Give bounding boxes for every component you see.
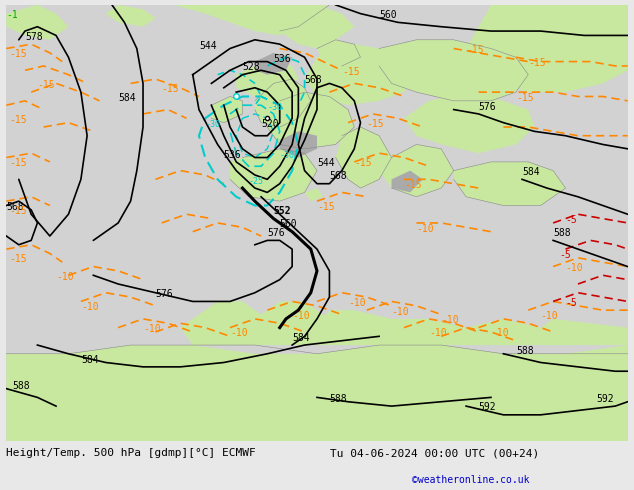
Text: -15: -15 bbox=[516, 93, 533, 103]
Text: -10: -10 bbox=[392, 307, 409, 317]
Text: 588: 588 bbox=[553, 228, 571, 238]
Text: ©weatheronline.co.uk: ©weatheronline.co.uk bbox=[412, 475, 529, 485]
Text: -5: -5 bbox=[566, 298, 578, 308]
Polygon shape bbox=[454, 319, 541, 345]
Text: 588: 588 bbox=[13, 381, 30, 391]
Text: -15: -15 bbox=[10, 254, 27, 264]
Text: 592: 592 bbox=[597, 394, 614, 404]
Polygon shape bbox=[317, 310, 392, 345]
Polygon shape bbox=[180, 301, 268, 345]
Polygon shape bbox=[255, 301, 330, 345]
Text: 560: 560 bbox=[280, 220, 297, 229]
Text: -10: -10 bbox=[56, 271, 74, 282]
Text: -10: -10 bbox=[230, 328, 248, 338]
Polygon shape bbox=[379, 145, 454, 197]
Text: 536: 536 bbox=[224, 149, 242, 160]
Text: -15: -15 bbox=[317, 202, 335, 212]
Polygon shape bbox=[392, 171, 423, 193]
Text: -15: -15 bbox=[342, 67, 359, 76]
Text: -10: -10 bbox=[541, 311, 559, 321]
Text: 552: 552 bbox=[273, 206, 291, 216]
Polygon shape bbox=[379, 40, 528, 101]
Text: -15: -15 bbox=[528, 58, 546, 68]
Text: -10: -10 bbox=[143, 324, 160, 334]
Polygon shape bbox=[280, 131, 317, 158]
Text: 578: 578 bbox=[25, 32, 42, 42]
Text: 544: 544 bbox=[317, 158, 335, 168]
Text: -30: -30 bbox=[268, 102, 282, 112]
Polygon shape bbox=[255, 79, 311, 127]
Text: -15: -15 bbox=[404, 180, 422, 190]
Text: -1: -1 bbox=[6, 10, 18, 20]
Text: -5: -5 bbox=[559, 250, 571, 260]
Text: 528: 528 bbox=[242, 62, 260, 73]
Text: 592: 592 bbox=[479, 402, 496, 413]
Text: -10: -10 bbox=[566, 263, 583, 273]
Text: -15: -15 bbox=[466, 45, 484, 55]
Text: -15: -15 bbox=[366, 119, 384, 129]
Text: -15: -15 bbox=[162, 84, 179, 94]
Text: 584: 584 bbox=[81, 354, 98, 365]
Text: -15: -15 bbox=[37, 80, 55, 90]
Text: 568: 568 bbox=[6, 202, 24, 212]
Polygon shape bbox=[236, 62, 299, 97]
Text: -10: -10 bbox=[429, 328, 446, 338]
Text: 584: 584 bbox=[292, 333, 310, 343]
Text: -5: -5 bbox=[566, 215, 578, 225]
Text: 576: 576 bbox=[155, 289, 173, 299]
Polygon shape bbox=[268, 92, 354, 149]
Text: -15: -15 bbox=[10, 115, 27, 124]
Polygon shape bbox=[211, 97, 242, 122]
Text: Tu 04-06-2024 00:00 UTC (00+24): Tu 04-06-2024 00:00 UTC (00+24) bbox=[330, 448, 539, 458]
Polygon shape bbox=[404, 92, 534, 153]
Text: -10: -10 bbox=[417, 223, 434, 234]
Text: 576: 576 bbox=[479, 101, 496, 112]
Polygon shape bbox=[106, 5, 155, 26]
Polygon shape bbox=[280, 5, 354, 49]
Text: 544: 544 bbox=[199, 41, 217, 50]
Text: -25: -25 bbox=[249, 177, 264, 186]
Text: -30: -30 bbox=[205, 120, 220, 129]
Text: -15: -15 bbox=[10, 49, 27, 59]
Polygon shape bbox=[6, 5, 68, 40]
Polygon shape bbox=[354, 175, 373, 188]
Text: 576: 576 bbox=[268, 228, 285, 238]
Text: 588: 588 bbox=[330, 394, 347, 404]
Polygon shape bbox=[304, 44, 417, 105]
Text: -10: -10 bbox=[441, 315, 459, 325]
Text: 588: 588 bbox=[516, 346, 533, 356]
Text: 568: 568 bbox=[330, 172, 347, 181]
Polygon shape bbox=[255, 53, 292, 74]
Polygon shape bbox=[454, 162, 566, 205]
Text: 520: 520 bbox=[261, 119, 279, 129]
Polygon shape bbox=[174, 5, 330, 35]
Polygon shape bbox=[317, 40, 361, 66]
Text: -10: -10 bbox=[348, 298, 366, 308]
Text: 584: 584 bbox=[118, 93, 136, 103]
Text: 536: 536 bbox=[273, 53, 291, 64]
Text: 568: 568 bbox=[304, 75, 322, 85]
Polygon shape bbox=[6, 345, 628, 441]
Text: 584: 584 bbox=[522, 167, 540, 177]
Text: 560: 560 bbox=[379, 10, 397, 20]
Text: -15: -15 bbox=[354, 158, 372, 168]
Polygon shape bbox=[466, 5, 628, 92]
Polygon shape bbox=[379, 319, 466, 345]
Text: -10: -10 bbox=[491, 328, 508, 338]
Polygon shape bbox=[335, 127, 392, 188]
Polygon shape bbox=[304, 188, 323, 201]
Text: Height/Temp. 500 hPa [gdmp][°C] ECMWF: Height/Temp. 500 hPa [gdmp][°C] ECMWF bbox=[6, 448, 256, 458]
Polygon shape bbox=[528, 319, 628, 345]
Text: -30: -30 bbox=[280, 150, 295, 160]
Text: -15: -15 bbox=[10, 158, 27, 168]
Text: -10: -10 bbox=[81, 302, 98, 312]
Polygon shape bbox=[230, 149, 317, 201]
Text: -15: -15 bbox=[10, 206, 27, 216]
Text: -10: -10 bbox=[292, 311, 310, 321]
